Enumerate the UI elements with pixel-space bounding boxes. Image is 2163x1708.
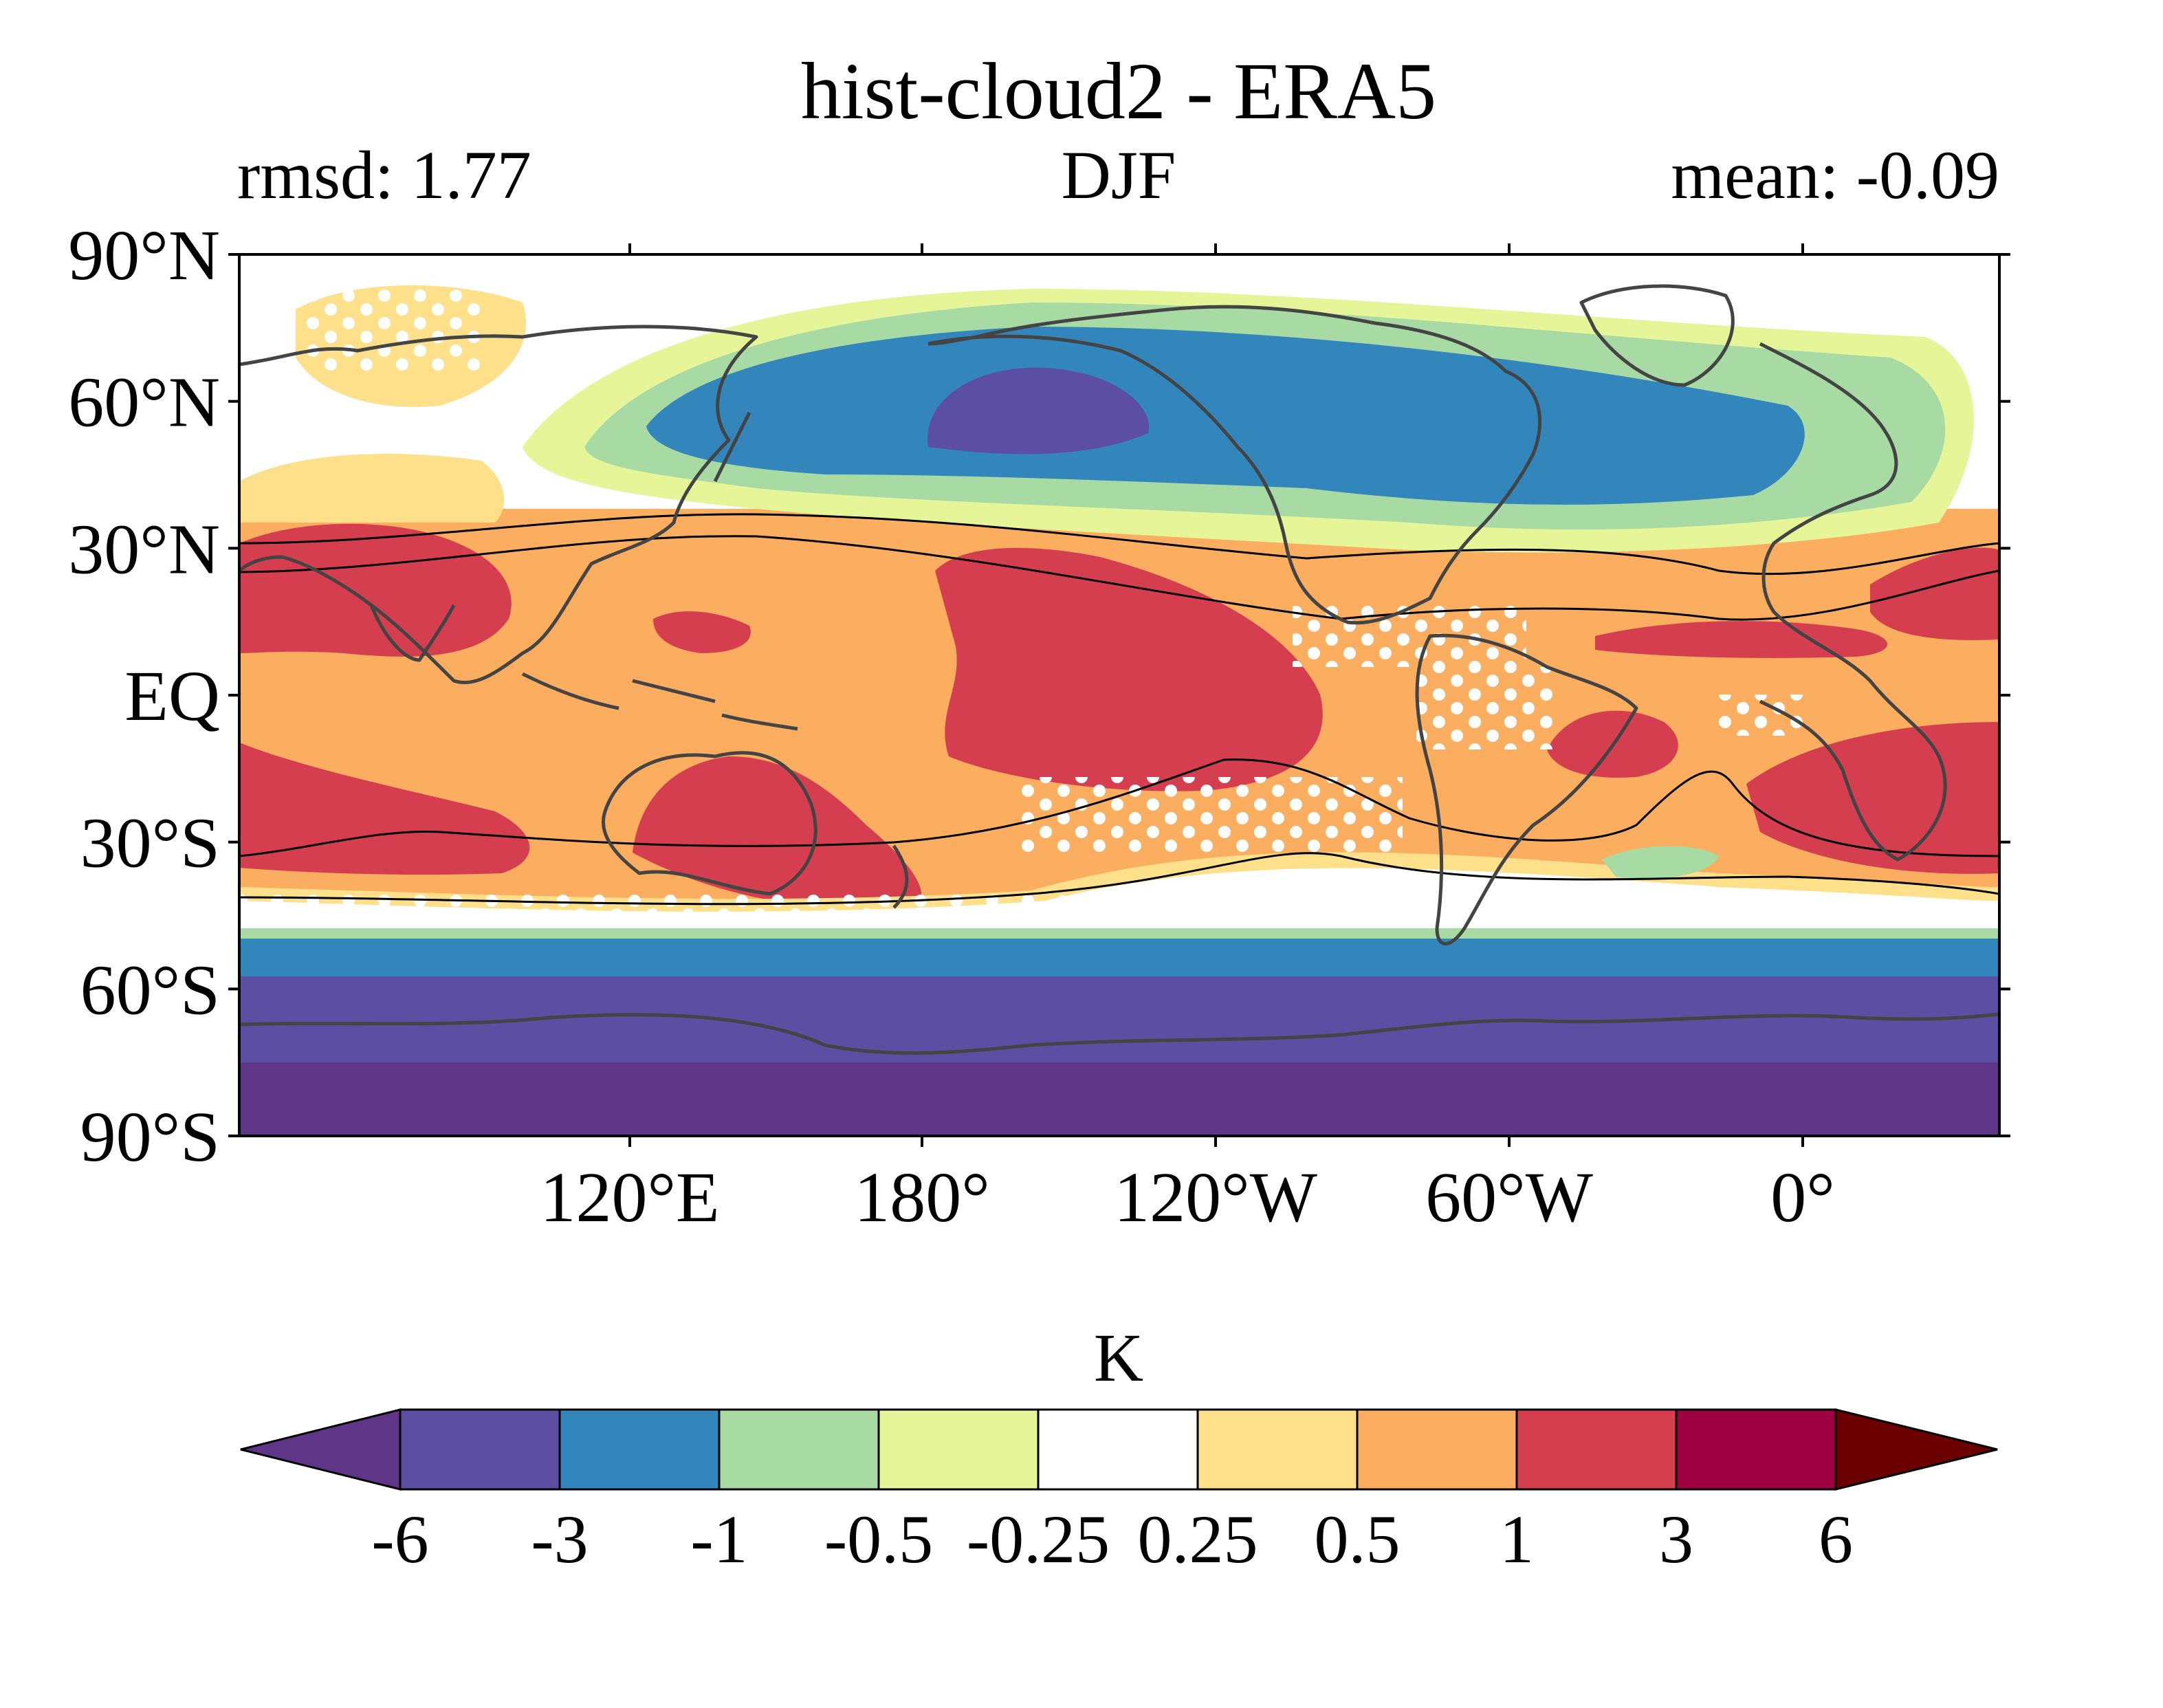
- coast-new-zealand: [892, 844, 909, 909]
- stipple-gulf-guinea: [1719, 694, 1808, 736]
- lat-label: 30°N: [68, 510, 220, 589]
- lat-label: 90°S: [80, 1097, 220, 1176]
- colorbar-bin: [1675, 1408, 1837, 1491]
- colorbar-tick-label: 1: [1500, 1501, 1534, 1577]
- lon-label: 0°: [1770, 1158, 1835, 1237]
- colorbar: -6 -3 -1 -0.5 -0.25 0.25 0.5 1 3 6: [240, 1408, 1998, 1577]
- colorbar-tick-label: -6: [371, 1501, 428, 1577]
- colorbar-under-extension: [240, 1408, 402, 1491]
- field-satlantic-green: [1602, 846, 1719, 879]
- field-sh-purple-band: [239, 976, 1999, 1066]
- field-alaska-purple: [927, 367, 1150, 455]
- coast-australia: [601, 751, 817, 896]
- stipple-sepac: [1018, 777, 1403, 853]
- stipple-amazon: [1416, 667, 1554, 749]
- colorbar-tick-label: -1: [690, 1501, 747, 1577]
- lon-label: 180°: [854, 1158, 990, 1237]
- colorbar-tick-label: 0.5: [1315, 1501, 1401, 1577]
- colorbar-tick-label: -0.5: [824, 1501, 933, 1577]
- coast-africa-europe: [1759, 342, 1947, 862]
- lat-label: 90°N: [68, 216, 220, 295]
- colorbar-tick-label: 6: [1819, 1501, 1853, 1577]
- lat-label: 60°S: [80, 950, 220, 1029]
- lat-label: 60°N: [68, 363, 220, 442]
- lat-label: EQ: [124, 657, 220, 736]
- longitude-axis: 120°E 180° 120°W 60°W 0°: [540, 243, 1835, 1237]
- coast-greenland: [1579, 284, 1735, 387]
- stipple-caribbean: [1293, 605, 1526, 667]
- field-asia-yellow: [239, 454, 505, 523]
- colorbar-tick-label: -3: [531, 1501, 588, 1577]
- contour-nh-south: [239, 535, 1999, 621]
- figure-title: hist-cloud2 - ERA5: [801, 46, 1436, 136]
- colorbar-bin: [877, 1408, 1040, 1491]
- colorbar-bin: [399, 1408, 561, 1491]
- colorbar-bin: [1515, 1408, 1678, 1491]
- coastlines: [239, 284, 1999, 1055]
- colorbar-tick-label: -0.25: [967, 1501, 1110, 1577]
- colorbar-bin: [1356, 1408, 1518, 1491]
- field-wpac-red: [653, 611, 751, 653]
- field-australia-red: [633, 756, 922, 910]
- field-atlantic-band-red: [1595, 621, 1887, 658]
- stipple-arctic: [715, 256, 1691, 279]
- anomaly-field: [239, 254, 1999, 1136]
- field-atlantic-red-north: [1870, 547, 1999, 640]
- colorbar-bin: [1037, 1408, 1199, 1491]
- colorbar-over-extension: [1834, 1408, 1998, 1491]
- field-sp-deep-purple: [239, 1062, 1999, 1136]
- colorbar-bin: [718, 1408, 880, 1491]
- contour-sh-north: [239, 758, 1999, 857]
- colorbar-tick-label: 3: [1659, 1501, 1693, 1577]
- coast-japan: [713, 411, 751, 483]
- rmsd-label: rmsd: 1.77: [237, 137, 531, 213]
- coast-eurasia: [239, 325, 758, 685]
- contour-nh-north: [239, 513, 1999, 576]
- stipple-siberia: [303, 289, 481, 371]
- lat-label: 30°S: [80, 804, 220, 883]
- season-label: DJF: [1062, 137, 1176, 213]
- colorbar-bin: [1196, 1408, 1359, 1491]
- field-sh-red-west: [239, 743, 530, 875]
- colorbar-tick-label: 0.25: [1138, 1501, 1258, 1577]
- lon-label: 60°W: [1425, 1158, 1593, 1237]
- coast-south-america: [1415, 633, 1638, 945]
- coast-antarctica: [239, 1012, 1999, 1055]
- latitude-axis: 90°N 60°N 30°N EQ 30°S 60°S 90°S: [68, 216, 2010, 1176]
- lon-label: 120°W: [1114, 1158, 1317, 1237]
- coast-north-america: [927, 305, 1542, 625]
- colorbar-unit: K: [1094, 1320, 1143, 1396]
- field-sh-blue-band: [239, 939, 1999, 980]
- field-npac-blue: [646, 327, 1805, 505]
- lon-label: 120°E: [540, 1158, 719, 1237]
- mean-label: mean: -0.09: [1671, 137, 1999, 213]
- coast-india: [369, 604, 456, 662]
- field-tropical-red: [935, 547, 1323, 791]
- coast-se-asia-islands: [521, 672, 798, 731]
- colorbar-bin: [558, 1408, 721, 1491]
- contour-sh-south: [239, 852, 1999, 906]
